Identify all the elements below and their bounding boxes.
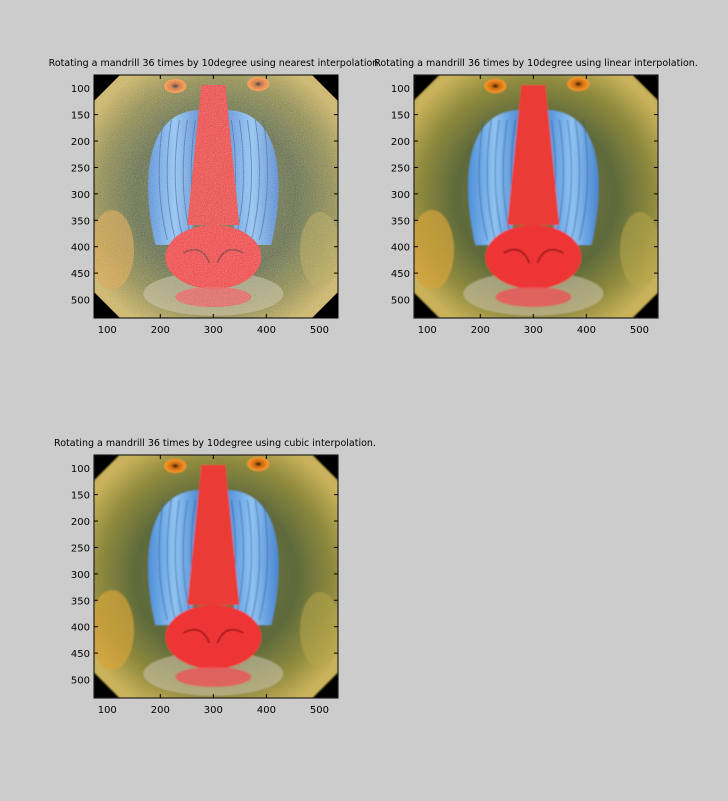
y-tick-label: 450 [71,269,90,280]
x-tick-label: 100 [418,325,437,336]
subplot-cubic: Rotating a mandrill 36 times by 10degree… [54,438,376,716]
y-tick-label: 100 [391,84,410,95]
y-tick-label: 500 [71,296,90,307]
y-tick-label: 150 [71,111,90,122]
x-tick-label: 400 [577,325,596,336]
y-tick-label: 500 [391,296,410,307]
subplot-nearest: Rotating a mandrill 36 times by 10degree… [49,58,382,336]
x-tick-label: 200 [151,325,170,336]
y-tick-label: 350 [391,216,410,227]
y-tick-label: 250 [391,163,410,174]
y-tick-label: 150 [71,491,90,502]
y-tick-label: 100 [71,464,90,475]
y-tick-label: 300 [71,570,90,581]
x-tick-label: 400 [257,705,276,716]
y-tick-label: 450 [391,269,410,280]
x-tick-label: 300 [524,325,543,336]
x-tick-label: 500 [310,705,329,716]
y-tick-label: 200 [71,517,90,528]
mandrill-image [414,75,658,318]
y-tick-label: 200 [391,137,410,148]
y-tick-label: 400 [391,243,410,254]
y-tick-label: 350 [71,596,90,607]
x-tick-label: 400 [257,325,276,336]
axes-frame [413,74,659,319]
x-tick-label: 300 [204,705,223,716]
y-tick-label: 100 [71,84,90,95]
y-tick-label: 300 [391,190,410,201]
axes-frame [93,454,339,699]
x-tick-label: 100 [98,325,117,336]
x-tick-label: 500 [310,325,329,336]
x-tick-label: 300 [204,325,223,336]
x-tick-label: 200 [151,705,170,716]
y-tick-label: 300 [71,190,90,201]
y-tick-label: 400 [71,623,90,634]
subplot-linear: Rotating a mandrill 36 times by 10degree… [374,58,698,336]
subplot-title: Rotating a mandrill 36 times by 10degree… [54,438,376,449]
x-tick-label: 200 [471,325,490,336]
y-tick-label: 450 [71,649,90,660]
mandrill-image [94,75,338,318]
y-tick-label: 350 [71,216,90,227]
x-tick-label: 100 [98,705,117,716]
y-tick-label: 200 [71,137,90,148]
y-tick-label: 500 [71,676,90,687]
subplot-title: Rotating a mandrill 36 times by 10degree… [374,58,698,69]
axes-frame [93,74,339,319]
y-tick-label: 400 [71,243,90,254]
subplot-title: Rotating a mandrill 36 times by 10degree… [49,58,382,69]
y-tick-label: 250 [71,543,90,554]
y-tick-label: 250 [71,163,90,174]
y-tick-label: 150 [391,111,410,122]
mandrill-image [94,455,338,698]
x-tick-label: 500 [630,325,649,336]
